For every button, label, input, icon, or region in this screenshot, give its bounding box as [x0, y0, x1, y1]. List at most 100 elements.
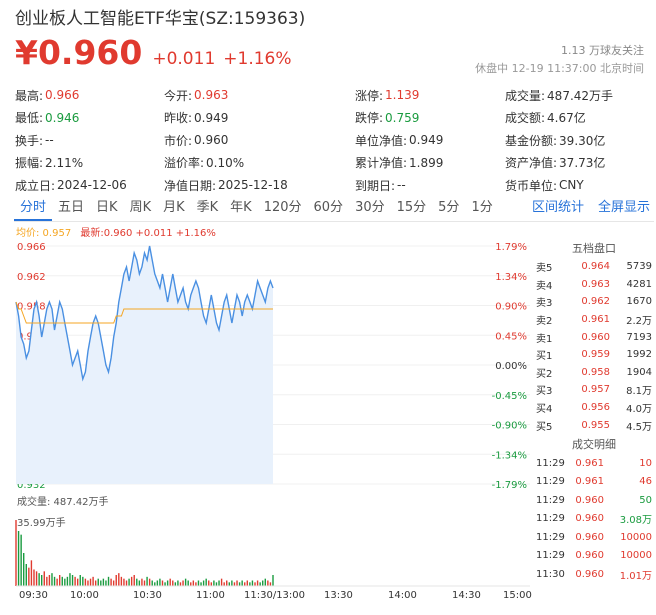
- volume-bar: [264, 578, 266, 586]
- y-tick-label: 0.966: [17, 242, 46, 253]
- orderbook-side: 买1: [536, 351, 553, 363]
- volume-bar: [82, 576, 84, 586]
- trade-price: 0.961: [575, 476, 604, 488]
- volume-bar: [87, 580, 89, 586]
- volume-bar: [192, 580, 195, 586]
- volume-bar: [146, 576, 148, 586]
- volume-bar: [53, 576, 56, 586]
- chart-tabs: 分时 五日 日K 周K 月K 季K 年K 120分 60分 30分 15分 5分 1分 区间统计 全屏显示: [14, 198, 654, 222]
- price-row: ¥0.960 +0.011 +1.16%: [15, 33, 300, 72]
- tab-link-1[interactable]: 全屏显示: [597, 200, 650, 215]
- volume-bar: [205, 578, 207, 586]
- volume-bar: [48, 575, 51, 586]
- tab-4[interactable]: 月K: [163, 200, 185, 215]
- volume-bar: [218, 580, 220, 586]
- pct-tick-label: 0.45%: [495, 331, 527, 342]
- volume-bar: [41, 575, 43, 586]
- trade-price: 0.960: [575, 550, 604, 562]
- stat-cell: 成交量: 487.42万手: [505, 87, 645, 104]
- orderbook-price: 0.961: [581, 314, 610, 326]
- orderbook-row: 买3 0.957 8.1万: [532, 381, 656, 399]
- volume-bar: [51, 573, 53, 586]
- volume-bar: [28, 567, 30, 586]
- orderbook-volume: 4.5万: [626, 421, 652, 433]
- orderbook-price: 0.964: [581, 261, 610, 273]
- price-area: [16, 246, 273, 484]
- volume-bar: [56, 578, 58, 586]
- trade-time: 11:29: [536, 457, 565, 469]
- avg-line: [15, 301, 273, 324]
- stat-value: --: [397, 178, 406, 193]
- tab-11[interactable]: 5分: [438, 200, 460, 215]
- tab-0[interactable]: 分时: [14, 198, 53, 221]
- volume-bar: [107, 576, 110, 586]
- stat-cell: 振幅: 2.11%: [15, 154, 164, 171]
- stats-grid: 最高: 0.966 今开: 0.963 涨停: 1.139 成交量: 487.42万手 最低: 0…: [15, 84, 645, 197]
- current-price: ¥0.960: [15, 33, 143, 72]
- volume-bar: [256, 580, 259, 586]
- volume-bar: [38, 573, 40, 586]
- volume-bar: [66, 576, 69, 586]
- orderbook-side: 买4: [536, 404, 553, 416]
- stat-label: 振幅:: [15, 156, 44, 171]
- volume-bar: [118, 573, 120, 586]
- stat-value: 39.30亿: [559, 133, 606, 148]
- trade-price: 0.960: [575, 494, 604, 506]
- pct-tick-label: 1.79%: [495, 242, 527, 253]
- x-tick-label: 10:30: [133, 590, 162, 601]
- volume-bar: [269, 582, 272, 586]
- volume-bar: [246, 580, 248, 586]
- stat-cell: 最低: 0.946: [15, 109, 164, 126]
- price-line: [15, 245, 274, 382]
- trade-price: 0.960: [575, 531, 604, 543]
- stat-cell: 涨停: 1.139: [355, 87, 505, 104]
- orderbook-title: 五档盘口: [572, 242, 616, 255]
- y-tick-label: 0.962: [17, 272, 46, 283]
- stat-row: 最低: 0.946 昨收: 0.949 跌停: 0.759 成交额: 4.67亿: [15, 107, 645, 130]
- trade-volume: 10000: [620, 550, 652, 562]
- stat-value: 487.42万手: [547, 88, 614, 103]
- orderbook-panel: 五档盘口 卖5 0.964 5739 卖4 0.963 4281 卖3 0.962 1670 卖2…: [532, 240, 656, 583]
- tab-12[interactable]: 1分: [471, 200, 493, 215]
- tab-7[interactable]: 120分: [263, 200, 302, 215]
- volume-bar: [143, 580, 146, 586]
- trade-row: 11:29 0.961 46: [532, 472, 656, 491]
- tab-2[interactable]: 日K: [96, 200, 118, 215]
- volume-bar: [123, 578, 125, 586]
- volume-bar: [164, 582, 166, 586]
- tab-9[interactable]: 30分: [355, 200, 385, 215]
- tab-8[interactable]: 60分: [313, 200, 344, 215]
- stat-cell: 跌停: 0.759: [355, 109, 505, 126]
- volume-bar: [259, 582, 261, 586]
- volume-bar: [102, 578, 105, 586]
- tab-3[interactable]: 周K: [129, 200, 152, 215]
- orderbook-row: 卖1 0.960 7193: [532, 328, 656, 346]
- tab-links: 区间统计 全屏显示: [518, 198, 650, 218]
- volume-bar: [154, 582, 156, 586]
- tab-5[interactable]: 季K: [196, 200, 219, 215]
- tab-link-0[interactable]: 区间统计: [531, 200, 584, 215]
- tab-10[interactable]: 15分: [396, 200, 427, 215]
- trade-time: 11:29: [536, 531, 565, 543]
- trade-volume: 10000: [620, 531, 652, 543]
- tab-6[interactable]: 年K: [230, 200, 252, 215]
- stat-label: 成立日:: [15, 178, 56, 193]
- trade-price: 0.960: [575, 513, 604, 525]
- orderbook-row: 卖3 0.962 1670: [532, 293, 656, 311]
- volume-bar: [172, 580, 174, 586]
- legend-latest: 最新:0.960 +0.011 +1.16%: [80, 228, 216, 239]
- volume-bar: [244, 582, 246, 586]
- change-pct: +1.16%: [223, 49, 292, 69]
- trade-volume: 50: [639, 494, 652, 506]
- trade-time: 11:29: [536, 513, 565, 525]
- stat-label: 单位净值:: [355, 133, 408, 148]
- volume-bar: [133, 575, 135, 586]
- volume-bar: [46, 576, 48, 586]
- trade-row: 11:29 0.960 10000: [532, 528, 656, 547]
- stat-label: 资产净值:: [505, 156, 558, 171]
- volume-bar: [231, 580, 233, 586]
- volume-max: 35.99万手: [17, 518, 66, 529]
- tab-1[interactable]: 五日: [58, 200, 85, 215]
- x-tick-label: 10:00: [70, 590, 99, 601]
